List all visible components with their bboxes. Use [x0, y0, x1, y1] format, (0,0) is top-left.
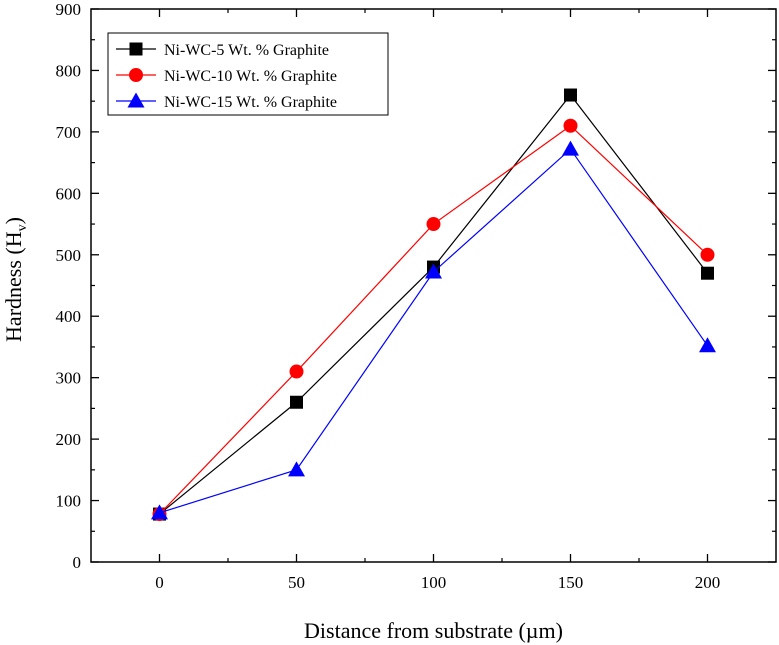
data-point	[701, 266, 714, 280]
y-tick-label: 900	[56, 0, 82, 19]
y-axis-title-subscript: v	[15, 224, 30, 231]
legend: Ni-WC-5 Wt. % Graphite Ni-WC-10 Wt. % Gra…	[107, 32, 389, 116]
y-tick-label: 800	[56, 61, 82, 80]
legend-item: Ni-WC-10 Wt. % Graphite	[116, 68, 337, 85]
data-point	[563, 118, 578, 133]
series-line	[159, 148, 708, 514]
x-tick-label: 200	[695, 573, 721, 592]
plot-frame	[90, 8, 777, 563]
y-axis-title-main: Hardness (H	[1, 231, 26, 342]
legend-label: Ni-WC-15 Wt. % Graphite	[164, 94, 337, 111]
legend-marker	[127, 92, 145, 108]
data-point	[151, 504, 168, 520]
legend-item: Ni-WC-5 Wt. % Graphite	[116, 42, 329, 59]
data-point	[564, 88, 577, 102]
series-line	[159, 94, 708, 515]
y-tick-label: 200	[56, 430, 82, 449]
x-tick-label: 0	[155, 573, 164, 592]
data-point	[288, 461, 305, 477]
data-point	[426, 217, 441, 232]
y-axis-title: Hardness (Hv)	[1, 217, 30, 342]
x-tick-label: 100	[421, 573, 447, 592]
data-point	[425, 263, 442, 279]
y-tick-label: 400	[56, 307, 82, 326]
legend-marker	[129, 68, 143, 82]
x-tick-label: 50	[288, 573, 305, 592]
series-line	[159, 124, 708, 515]
data-point	[290, 395, 303, 409]
legend-label: Ni-WC-10 Wt. % Graphite	[164, 68, 337, 85]
y-tick-label: 600	[56, 184, 82, 203]
x-axis-title: Distance from substrate (µm)	[304, 618, 563, 643]
y-tick-label: 700	[56, 123, 82, 142]
ticks-layer	[91, 8, 776, 563]
series-1	[153, 88, 714, 521]
y-tick-label: 0	[73, 553, 82, 572]
series-3	[151, 140, 716, 520]
data-point	[289, 364, 304, 379]
legend-item: Ni-WC-15 Wt. % Graphite	[116, 92, 337, 111]
data-point	[562, 140, 579, 156]
y-tick-label: 100	[56, 492, 82, 511]
legend-label: Ni-WC-5 Wt. % Graphite	[164, 42, 329, 59]
data-point	[700, 247, 715, 262]
y-tick-label: 500	[56, 246, 82, 265]
legend-marker	[129, 42, 143, 56]
data-point	[699, 337, 716, 353]
y-axis-title-close: )	[1, 217, 26, 224]
y-tick-label: 300	[56, 369, 82, 388]
series-layer	[151, 88, 716, 522]
x-tick-label: 150	[558, 573, 584, 592]
tick-labels: 0 100 200 300 400 500 600 700 800 900 0 50 100 150 200	[56, 0, 721, 592]
series-2	[152, 118, 715, 522]
